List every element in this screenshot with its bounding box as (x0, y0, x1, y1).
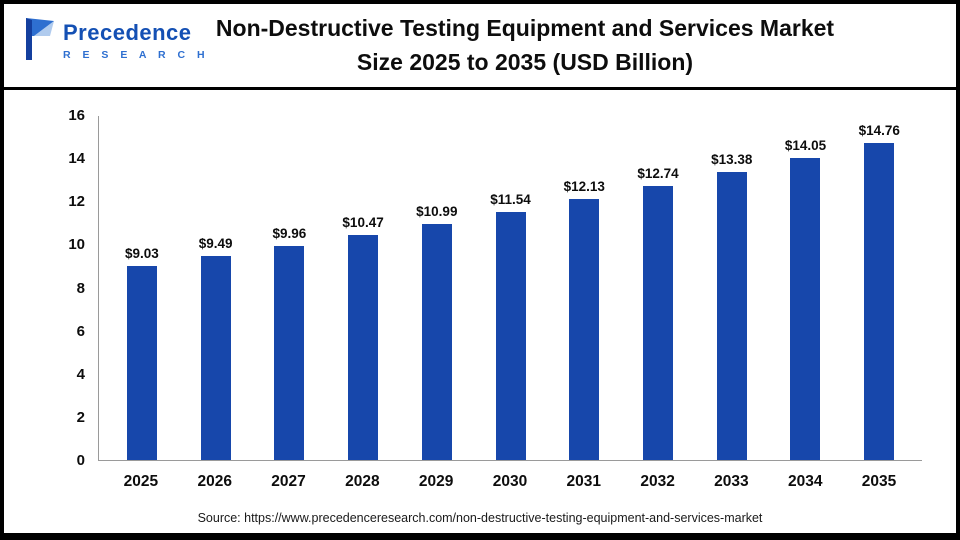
bar-column: $11.54 (474, 116, 548, 460)
bar (126, 265, 157, 460)
y-axis-tick-label: 8 (76, 279, 85, 297)
x-axis-label: 2027 (271, 473, 306, 490)
bar-value-label: $14.76 (858, 122, 900, 138)
bar-column: $14.76 (842, 116, 916, 460)
logo-name: Precedence (63, 20, 192, 45)
y-axis-tick-label: 6 (76, 322, 85, 340)
bar-column: $12.74 (621, 116, 695, 460)
bar-column: $12.13 (547, 116, 621, 460)
chart-title-line2: Size 2025 to 2035 (USD Billion) (356, 48, 694, 75)
y-axis-tick-label: 4 (76, 365, 85, 383)
logo-subtitle: R E S E A R C H (63, 49, 210, 61)
bar-value-label: $9.96 (272, 225, 307, 241)
chart-title: Non-Destructive Testing Equipment and Se… (124, 12, 926, 79)
bar (421, 223, 452, 460)
bar (569, 199, 600, 460)
x-axis-label: 2029 (418, 473, 454, 490)
x-axis-label: 2035 (861, 473, 897, 490)
bar-column: $13.38 (695, 116, 769, 460)
bars-container: $9.03 $9.49 $9.96 $10.47 $10.99 $11.54 $12.13 $… (99, 116, 922, 460)
x-axis: 2025 2026 2027 2028 2029 2030 2031 2032 2033 2034… (98, 461, 922, 491)
bar-value-label: $9.49 (198, 235, 233, 251)
plot-area: $9.03 $9.49 $9.96 $10.47 $10.99 $11.54 $12.13 $… (68, 107, 922, 469)
bar-value-label: $14.05 (784, 137, 827, 153)
bar-value-label: $12.13 (563, 179, 605, 195)
bar-column: $14.05 (769, 116, 843, 460)
chart-title-line1: Non-Destructive Testing Equipment and Se… (215, 15, 835, 42)
precedence-research-logo: Precedence R E S E A R C H (20, 16, 209, 61)
x-axis-label: 2032 (640, 473, 675, 490)
bar (643, 186, 673, 460)
bar (200, 255, 231, 460)
header: Precedence R E S E A R C H Non-Destructi… (4, 4, 956, 90)
x-axis-label: 2034 (787, 473, 823, 490)
y-axis-tick-label: 12 (68, 193, 85, 211)
bar-value-label: $9.03 (124, 245, 159, 261)
bar-value-label: $10.47 (342, 214, 384, 230)
bar (716, 172, 747, 460)
bar (495, 211, 526, 460)
x-axis-label: 2030 (492, 473, 528, 490)
bar-column: $9.96 (252, 116, 326, 460)
bar-value-label: $13.38 (711, 152, 753, 168)
bar-value-label: $12.74 (637, 166, 679, 182)
x-axis-label: 2026 (197, 473, 232, 490)
y-axis-tick-label: 0 (76, 452, 85, 469)
logo-p-icon (26, 18, 54, 60)
x-axis-label: 2028 (345, 473, 380, 490)
source-text: Source: https://www.precedenceresearch.c… (197, 511, 763, 525)
bar (790, 157, 821, 460)
bar-column: $9.49 (179, 116, 253, 460)
y-axis-tick-label: 16 (68, 107, 85, 124)
bar-column: $10.99 (400, 116, 474, 460)
y-axis-tick-label: 2 (76, 408, 85, 426)
bar-value-label: $11.54 (490, 191, 531, 207)
x-axis-label: 2025 (123, 473, 159, 490)
bar-column: $10.47 (326, 116, 400, 460)
y-axis-tick-label: 10 (68, 236, 85, 254)
chart-area: $9.03 $9.49 $9.96 $10.47 $10.99 $11.54 $12.13 $… (4, 107, 956, 491)
bar (864, 142, 895, 460)
bar (274, 245, 305, 460)
logo-text: Precedence R E S E A R C H (63, 20, 209, 61)
bar (348, 234, 379, 460)
bar-column: $9.03 (105, 116, 179, 460)
x-axis-label: 2033 (714, 473, 749, 490)
x-axis-label: 2031 (566, 473, 602, 490)
y-axis-tick-label: 14 (68, 150, 85, 168)
bar-value-label: $10.99 (416, 203, 458, 219)
